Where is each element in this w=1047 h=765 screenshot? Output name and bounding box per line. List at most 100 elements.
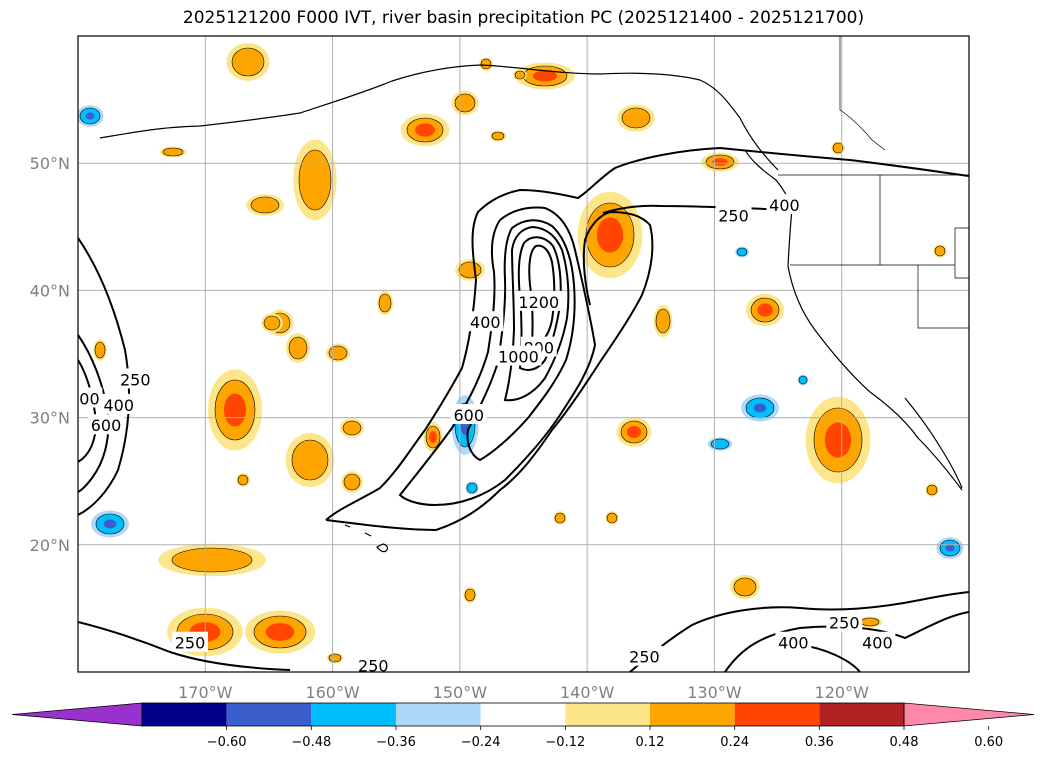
contour-label: 250 <box>175 634 206 653</box>
colorbar: −0.60 −0.48 −0.36 −0.24 −0.12 0.12 0.24 0.36 0.4… <box>11 702 1035 750</box>
pc-fill-region <box>653 304 673 338</box>
pc-fill-region <box>158 543 266 577</box>
colorbar-tick-label: 0.60 <box>974 735 1003 750</box>
pc-fill-region <box>925 483 939 497</box>
contour-label: 1200 <box>518 293 559 312</box>
contour-label: 250 <box>120 370 151 389</box>
colorbar-segment <box>650 703 735 726</box>
lat-tick-label: 30°N <box>30 409 70 428</box>
us-west-coastline <box>787 209 963 491</box>
map-frame <box>77 35 970 673</box>
axis-labels: 170°W 160°W 150°W 140°W 130°W 120°W20°N30°N40… <box>30 154 869 702</box>
contour-label-bg <box>775 631 812 652</box>
contour-label-bg <box>100 393 137 414</box>
ivt-contour-southeast-250 <box>629 591 969 672</box>
colorbar-tick-label: 0.48 <box>890 735 919 750</box>
pc-fill-region <box>91 510 129 538</box>
colorbar-tick-label: −0.60 <box>207 735 247 750</box>
pc-fill-region <box>933 244 947 258</box>
pc-fill-region <box>226 43 270 81</box>
pc-fill-region <box>244 610 316 654</box>
pc-fill-region <box>513 69 527 81</box>
pc-fill-region <box>465 481 479 495</box>
pc-fill-region <box>293 139 337 221</box>
contour-label-bg <box>450 404 487 425</box>
pc-fill-region <box>400 113 450 147</box>
contour-label: 250 <box>629 648 660 667</box>
pc-fill-region <box>735 246 749 258</box>
contour-label-bg <box>172 631 209 652</box>
colorbar-segment <box>226 703 312 726</box>
contour-label: 400 <box>470 313 501 332</box>
colorbar-tick-label: −0.24 <box>461 735 501 750</box>
pc-fill-region <box>208 369 262 451</box>
lon-tick-label: 120°W <box>815 683 870 702</box>
colorbar-segment <box>480 703 566 726</box>
colorbar-segment <box>819 703 904 726</box>
ivt-contour-labels: 2504006004004006001200800100025040025025… <box>69 194 896 676</box>
contour-label-bg <box>495 345 542 366</box>
lon-tick-label: 170°W <box>178 683 233 702</box>
colorbar-extend-low <box>11 702 143 727</box>
colorbar-tick-label: −0.48 <box>291 735 331 750</box>
colorbar-tick-label: 0.12 <box>636 735 665 750</box>
ivt-contour-1200 <box>528 244 556 347</box>
pc-fill-region <box>479 57 493 71</box>
contour-label-bg <box>117 368 154 389</box>
pc-fill-region <box>805 396 871 484</box>
contour-label: 250 <box>358 657 389 676</box>
pc-fill-region <box>857 616 883 628</box>
political-borders <box>778 36 969 329</box>
pc-fill-region <box>741 394 779 422</box>
baja-coastline <box>904 397 963 489</box>
pc-fill-region <box>489 130 507 142</box>
pc-fill-region <box>730 574 760 600</box>
contour-label: 400 <box>769 196 800 215</box>
lon-tick-label: 140°W <box>560 683 615 702</box>
pc-fill-region <box>159 146 187 158</box>
pc-fill-region <box>936 537 964 559</box>
contour-label: 400 <box>69 390 100 409</box>
ivt-contour-400-main <box>398 206 597 507</box>
contour-label: 250 <box>829 613 860 632</box>
pc-fill-region <box>376 290 394 316</box>
graticule-grid <box>78 36 969 672</box>
ivt-contour-250-east <box>602 204 791 214</box>
colorbar-tick-label: 0.24 <box>720 735 749 750</box>
coastlines <box>99 64 963 553</box>
contour-label-bg <box>859 631 896 652</box>
pc-fill-region <box>285 433 335 487</box>
ivt-contour-800 <box>503 225 570 402</box>
pc-fill-region <box>236 473 250 487</box>
colorbar-segment <box>142 703 227 726</box>
colorbar-tick-label: −0.36 <box>376 735 416 750</box>
ivt-contour-250-south <box>325 210 654 532</box>
contour-label-bg <box>515 290 562 311</box>
pc-fill-region <box>78 105 104 127</box>
ivt-contour-west-250 <box>78 237 130 516</box>
contour-label: 1000 <box>498 348 539 367</box>
lat-tick-label: 50°N <box>30 154 70 173</box>
contour-label: 400 <box>778 634 809 653</box>
pc-fill-region <box>451 90 479 116</box>
lon-tick-label: 130°W <box>687 683 742 702</box>
contour-label-bg <box>88 414 125 435</box>
ivt-contour-southwest-250 <box>78 621 291 671</box>
pc-fill-region <box>261 313 283 333</box>
colorbar-segment <box>734 703 820 726</box>
chart-title: 2025121200 F000 IVT, river basin precipi… <box>182 8 865 28</box>
pc-fill-region <box>423 422 443 452</box>
contour-label-bg <box>766 194 803 215</box>
colorbar-segment <box>311 703 396 726</box>
contour-label-bg <box>715 204 752 225</box>
ivt-contour-west-400 <box>78 334 110 493</box>
pc-fill-region <box>797 374 809 386</box>
lon-tick-label: 160°W <box>305 683 360 702</box>
colorbar-outline <box>141 702 905 727</box>
pc-fill-region <box>93 339 107 361</box>
pc-fill-region <box>553 511 567 525</box>
contour-label-bg <box>626 645 663 666</box>
contour-label-bg <box>355 654 392 672</box>
lat-tick-label: 20°N <box>30 536 70 555</box>
